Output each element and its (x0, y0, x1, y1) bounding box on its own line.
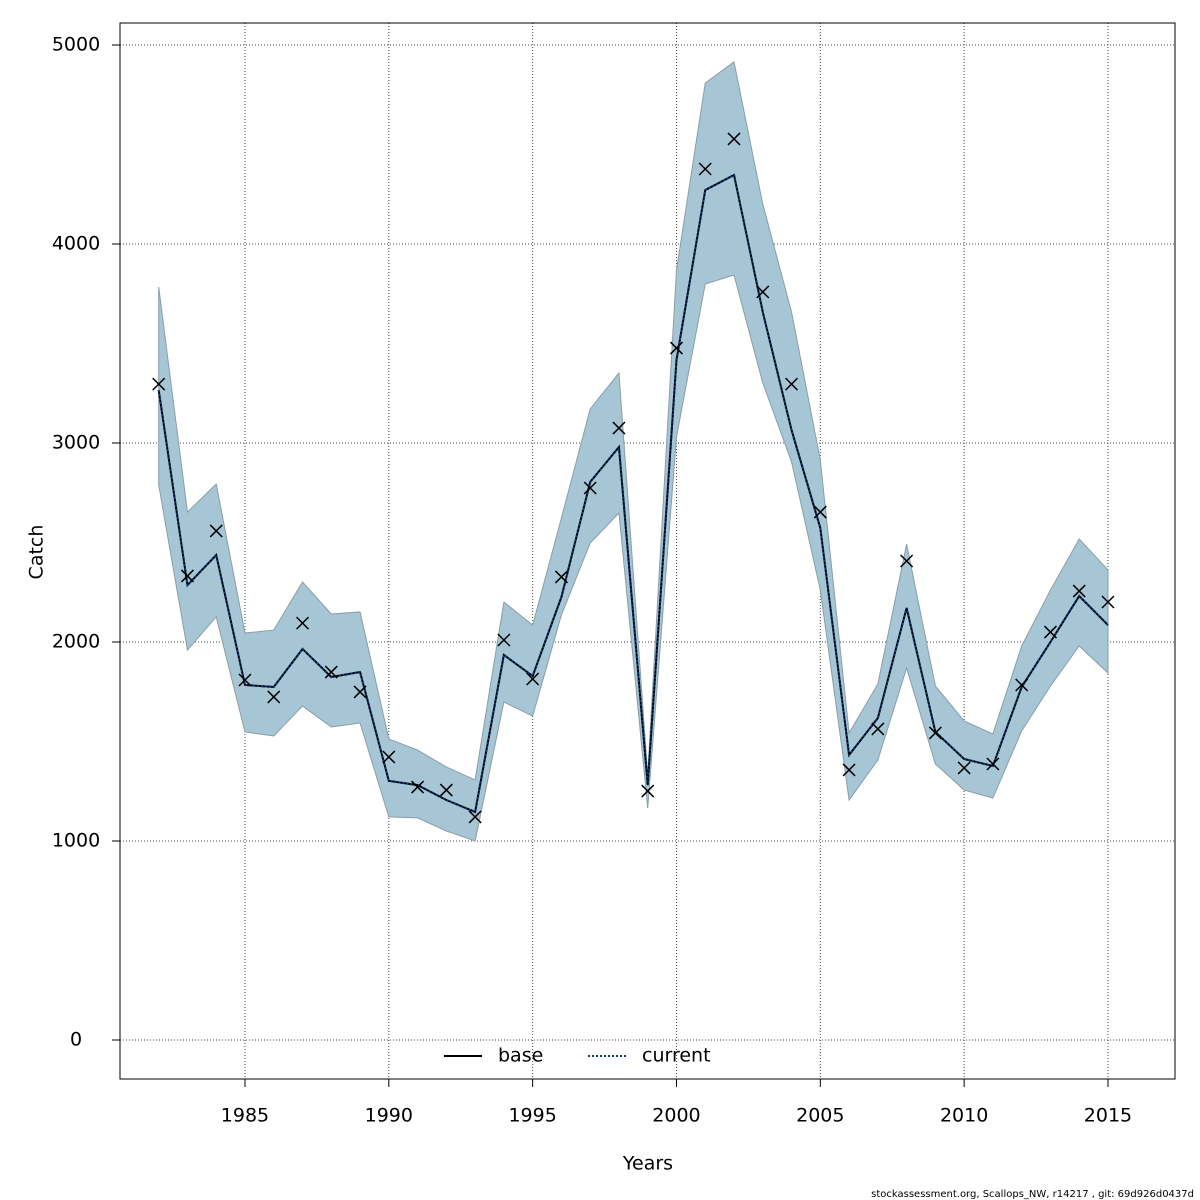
observation-marker (727, 132, 741, 146)
observation-marker (353, 685, 367, 699)
footer: stockassessment.org, Scallops_NW, r14217… (871, 1189, 1194, 1200)
y-tick-label: 4000 (52, 233, 100, 255)
observation-marker (813, 505, 827, 519)
observation-marker (698, 162, 712, 176)
y-axis-label: Catch (26, 525, 48, 580)
series-line (157, 173, 1109, 814)
observation-marker (641, 784, 655, 798)
observation-marker (180, 569, 194, 583)
observation-marker (1043, 625, 1057, 639)
observation-marker (267, 690, 281, 704)
observation-marker (1101, 595, 1115, 609)
x-tick-label: 1985 (221, 1105, 269, 1127)
observation-marker (842, 763, 856, 777)
observation-marker (871, 722, 885, 736)
observation-marker (526, 672, 540, 686)
observation-marker (1015, 678, 1029, 692)
legend-label: base (498, 1045, 543, 1067)
y-tick-label: 1000 (52, 829, 100, 851)
x-tick-label: 2005 (796, 1105, 844, 1127)
observation-marker (468, 810, 482, 824)
observation-marker (669, 341, 684, 355)
x-axis-label: Years (622, 1153, 673, 1175)
observation-marker (928, 726, 942, 740)
observation-marker (152, 377, 166, 391)
series-line-overlay (158, 174, 1109, 813)
observation-marker (497, 633, 511, 647)
observation-marker (1072, 584, 1086, 598)
observation-marker (411, 780, 425, 794)
observation-marker (295, 616, 310, 630)
observation-marker (554, 570, 568, 584)
observation-marker (612, 421, 626, 435)
x-tick-label: 2015 (1084, 1105, 1132, 1127)
observation-marker (439, 783, 453, 797)
observation-marker (209, 524, 223, 538)
observation-marker (583, 481, 597, 495)
y-tick-label: 0 (70, 1028, 82, 1050)
observation-marker (957, 761, 971, 775)
observation-marker (986, 757, 1000, 771)
x-tick-label: 1995 (508, 1105, 556, 1127)
y-tick-label: 2000 (52, 631, 100, 653)
observation-marker (900, 554, 914, 568)
y-tick-label: 3000 (52, 432, 100, 454)
y-tick-label: 5000 (52, 34, 100, 56)
x-tick-label: 2000 (652, 1105, 700, 1127)
x-tick-label: 1990 (365, 1105, 413, 1127)
legend-label: current (642, 1045, 711, 1067)
observation-marker (382, 750, 396, 764)
observation-marker (756, 285, 770, 299)
observation-marker (238, 673, 252, 687)
plot-frame (119, 22, 1176, 1080)
observation-marker (785, 377, 799, 391)
observation-marker (324, 665, 338, 679)
confidence-band (158, 61, 1109, 842)
series-line (157, 173, 1109, 814)
x-tick-label: 2010 (940, 1105, 988, 1127)
